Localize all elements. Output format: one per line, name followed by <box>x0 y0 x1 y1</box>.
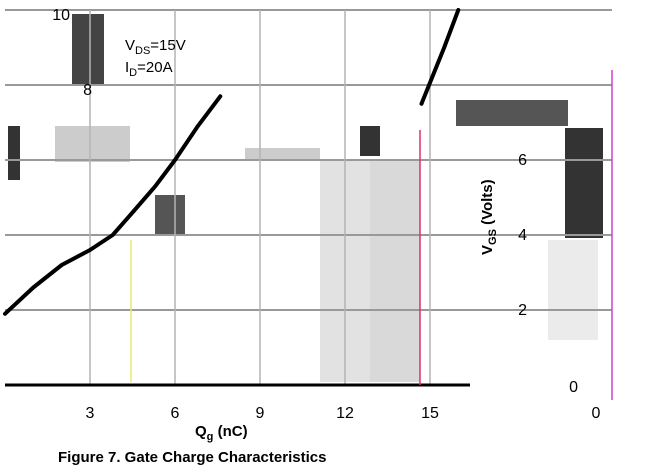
annotation-id: ID=20A <box>125 59 173 79</box>
scan-artifacts <box>8 14 603 382</box>
gate-charge-curve-2 <box>419 8 461 106</box>
y-tick-label-10: 10 <box>52 7 70 24</box>
y-tick-label-0: 0 <box>569 379 578 396</box>
y-tick-label-2: 2 <box>518 302 527 319</box>
y-tick-label-6: 6 <box>518 152 527 169</box>
x-tick-label-3: 3 <box>86 405 95 422</box>
y-axis-title: VGS (Volts) <box>479 179 499 255</box>
x-tick-label-9: 9 <box>256 405 265 422</box>
x-tick-label-0: 0 <box>592 405 601 422</box>
gridlines <box>5 9 612 385</box>
x-tick-label-6: 6 <box>171 405 180 422</box>
gate-charge-curve-1 <box>3 94 223 316</box>
x-tick-label-12: 12 <box>336 405 354 422</box>
series-layer <box>3 8 461 316</box>
annotation-vds: VDS=15V <box>125 37 186 57</box>
figure-caption: Figure 7. Gate Charge Characteristics <box>58 449 326 466</box>
tick-labels: 3 6 9 12 15 00 2 4 6 8 10 <box>52 7 600 422</box>
x-tick-label-15: 15 <box>421 405 439 422</box>
x-axis-title: Qg (nC) <box>195 423 248 443</box>
y-tick-label-8: 8 <box>83 82 92 99</box>
axes <box>5 70 613 400</box>
y-tick-label-4: 4 <box>518 227 527 244</box>
